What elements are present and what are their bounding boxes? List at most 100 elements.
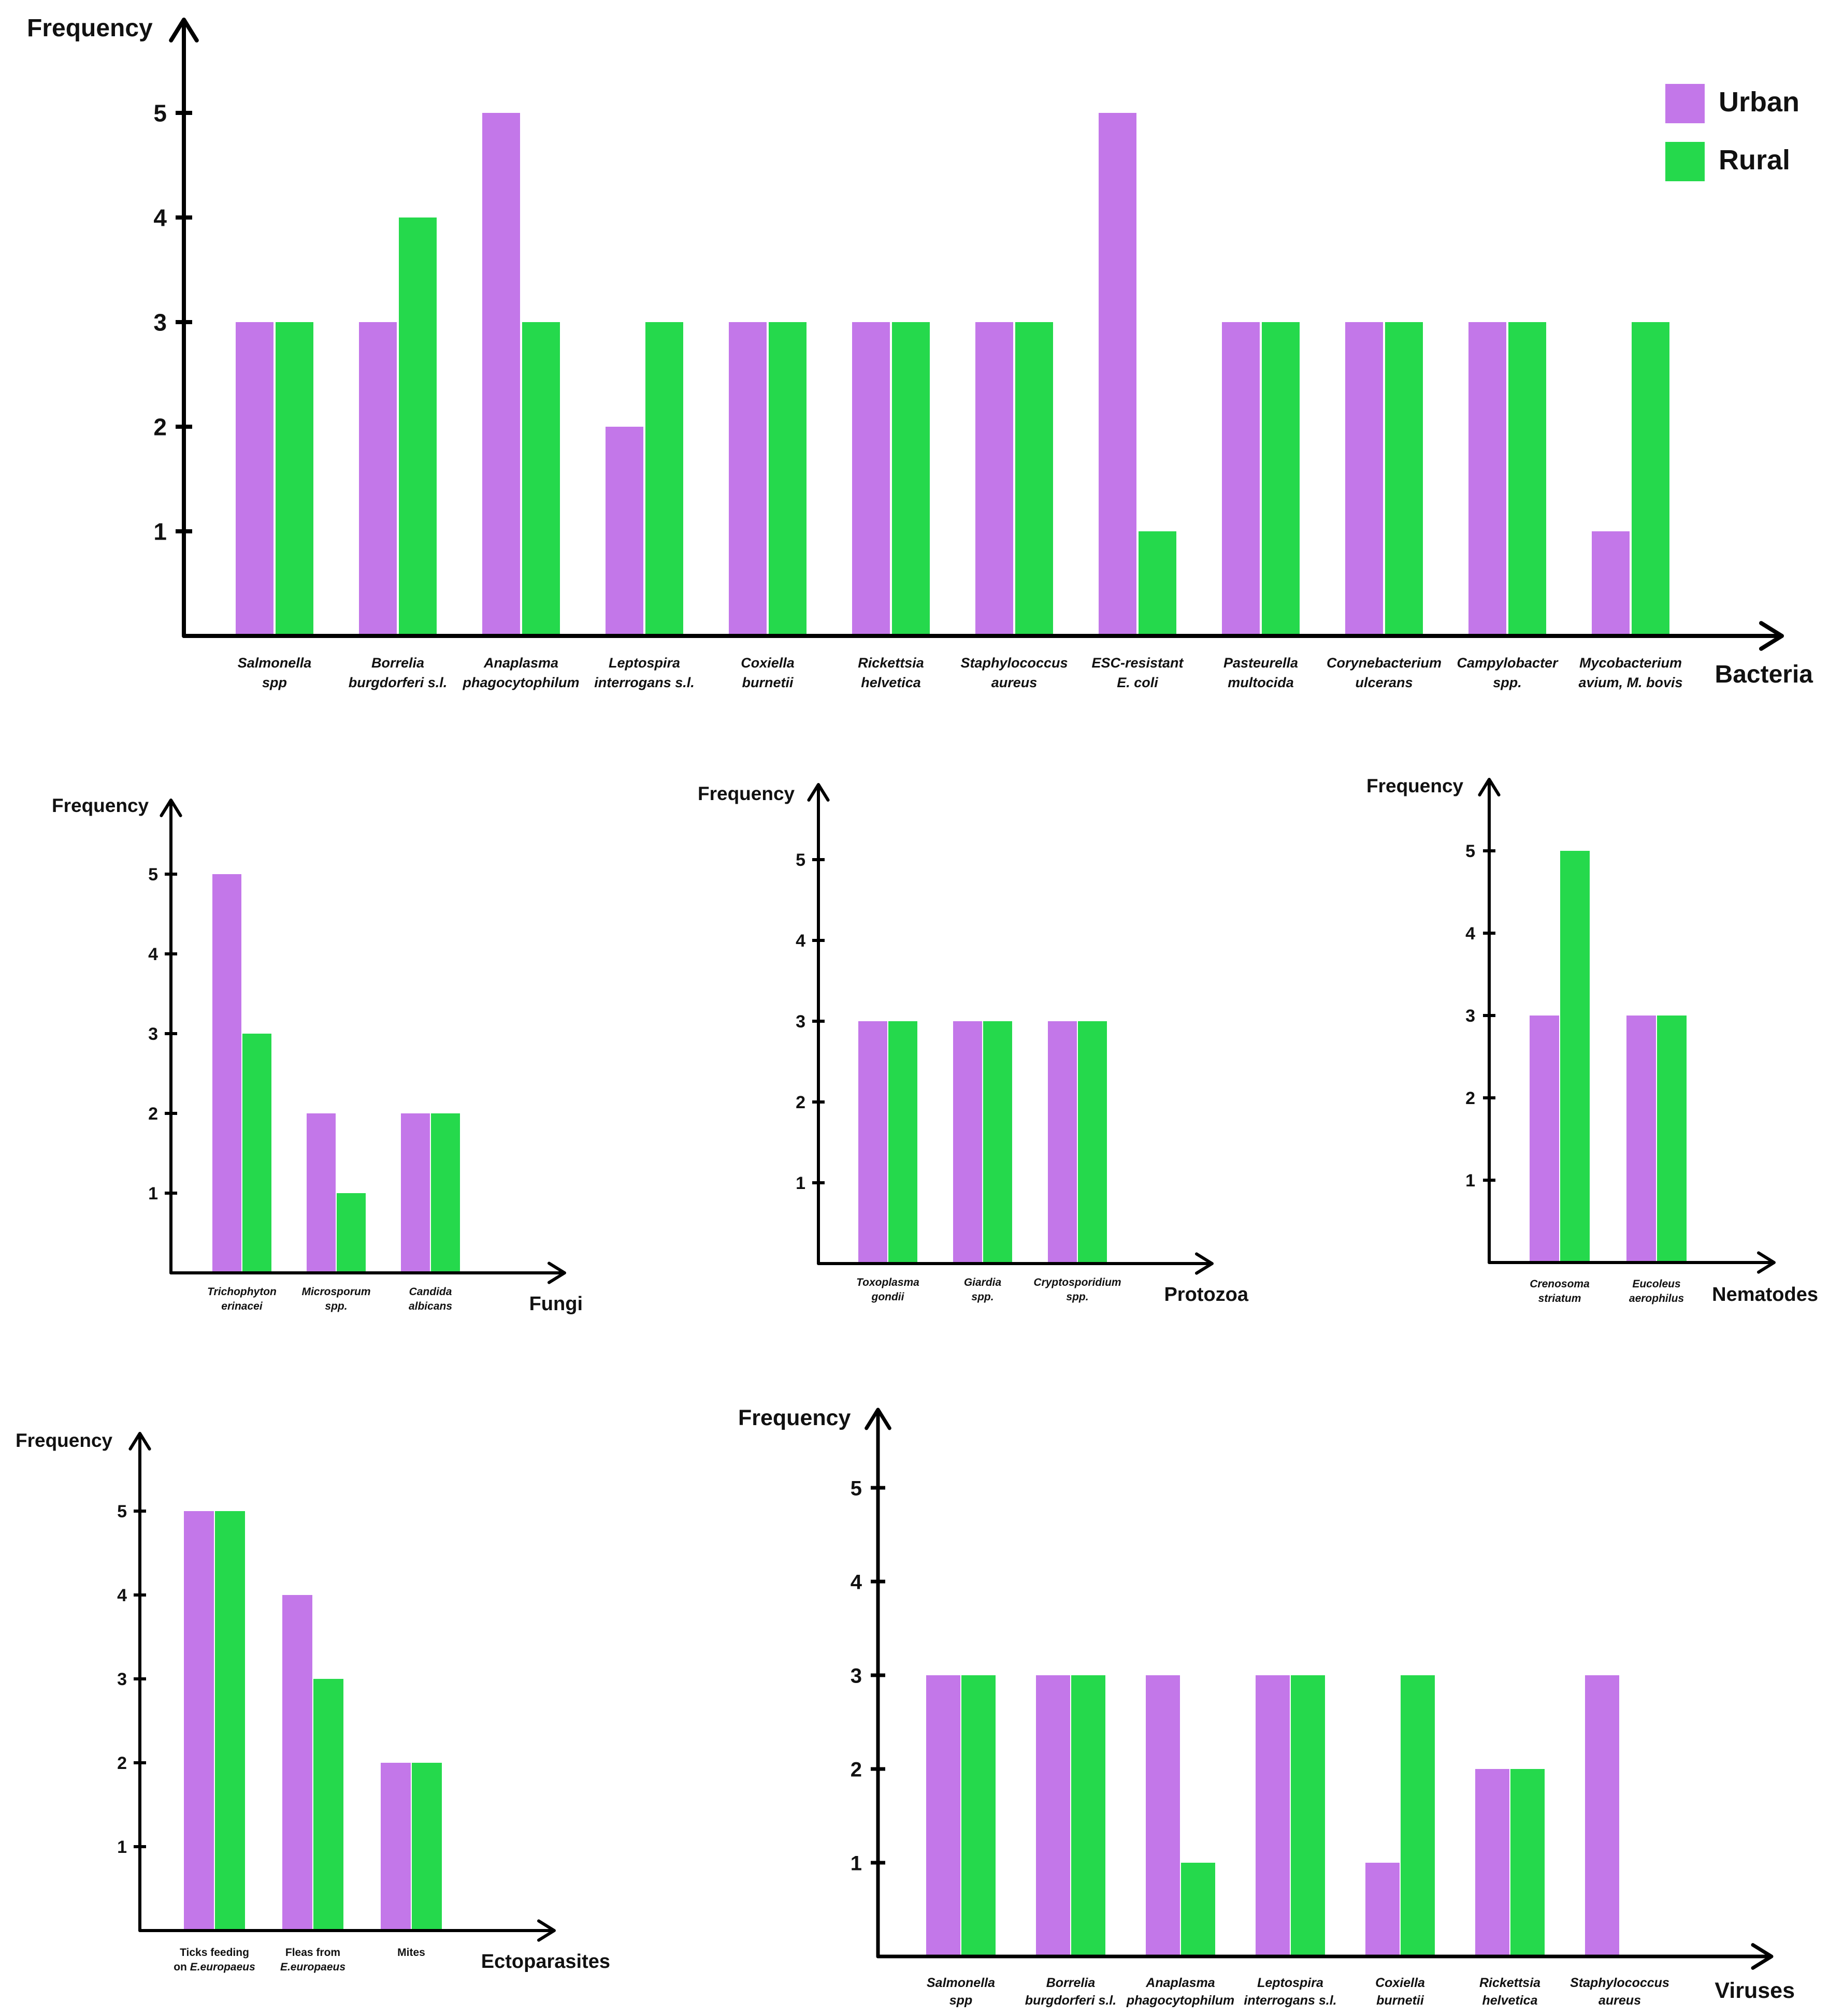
x-tick-label-bacteria-11: Mycobacterium avium, M. bovis <box>1578 655 1682 690</box>
y-tick-label-ectoparasites-4: 4 <box>117 1586 127 1605</box>
y-tick-label-fungi-5: 5 <box>148 865 158 884</box>
bar-viruses-rural-5 <box>1510 1769 1545 1956</box>
bar-bacteria-urban-5 <box>852 322 890 636</box>
bar-ectoparasites-rural-0 <box>215 1511 245 1931</box>
y-tick-label-nematodes-3: 3 <box>1465 1006 1475 1026</box>
y-tick-label-protozoa-1: 1 <box>796 1173 805 1193</box>
bar-bacteria-urban-7 <box>1099 113 1136 636</box>
bar-bacteria-rural-5 <box>892 322 930 636</box>
y-axis-title-bacteria: Frequency <box>27 14 153 42</box>
x-tick-label-bacteria-10: Campylobacter spp. <box>1457 655 1559 690</box>
x-axis-viruses <box>876 1943 1774 1970</box>
bar-bacteria-urban-6 <box>975 322 1013 636</box>
bar-bacteria-rural-1 <box>399 217 437 636</box>
x-tick-label-viruses-2: Anaplasma phagocytophilum <box>1126 1976 1234 2008</box>
chart-nematodes: 1 2 3 4 5 Crenosoma striatum Eucoleus aerophilus… <box>1366 775 1818 1306</box>
x-tick-label-fungi-1: Microsporum spp. <box>301 1286 370 1312</box>
x-axis-fungi <box>169 1261 566 1284</box>
bar-fungi-rural-0 <box>242 1034 271 1273</box>
y-tick-label-protozoa-3: 3 <box>796 1012 805 1032</box>
bar-ectoparasites-urban-1 <box>282 1595 312 1931</box>
x-tick-label-viruses-3: Leptospira interrogans s.l. <box>1244 1976 1336 2008</box>
bar-fungi-urban-0 <box>212 874 241 1273</box>
charts-layer: 1 2 3 4 5 Salmonella spp Borrelia burgdorferi s.… <box>16 14 1818 2008</box>
x-tick-label-bacteria-2: Anaplasma phagocytophilum <box>463 655 580 690</box>
y-axis-title-ectoparasites: Frequency <box>16 1430 113 1451</box>
y-axis-viruses <box>865 1408 891 1959</box>
bar-ectoparasites-rural-1 <box>313 1679 343 1931</box>
y-tick-label-fungi-1: 1 <box>148 1184 158 1203</box>
chart-protozoa: 1 2 3 4 5 Toxoplasma gondii Giardia spp. Cryptosp… <box>698 783 1249 1306</box>
bar-protozoa-rural-0 <box>888 1021 917 1264</box>
y-axis-title-nematodes: Frequency <box>1366 775 1464 796</box>
bar-protozoa-urban-2 <box>1048 1021 1077 1264</box>
x-tick-label-bacteria-8: Pasteurella multocida <box>1223 655 1298 690</box>
bar-fungi-urban-2 <box>401 1113 430 1273</box>
bar-bacteria-rural-7 <box>1139 531 1176 636</box>
legend: Urban Rural <box>1665 84 1799 181</box>
x-tick-label-fungi-2: Candida albicans <box>409 1286 452 1312</box>
y-tick-label-nematodes-5: 5 <box>1465 842 1475 861</box>
bar-nematodes-rural-0 <box>1560 851 1590 1263</box>
bar-bacteria-urban-10 <box>1468 322 1506 636</box>
bar-nematodes-rural-1 <box>1657 1016 1687 1263</box>
y-tick-label-ectoparasites-3: 3 <box>117 1670 127 1689</box>
bar-bacteria-rural-4 <box>769 322 807 636</box>
x-tick-label-nematodes-1: Eucoleus aerophilus <box>1629 1278 1684 1304</box>
bar-viruses-urban-1 <box>1036 1675 1070 1956</box>
bar-bacteria-urban-8 <box>1222 322 1260 636</box>
x-axis-protozoa <box>817 1252 1214 1275</box>
bar-viruses-rural-4 <box>1401 1675 1435 1956</box>
x-tick-label-protozoa-0: Toxoplasma gondii <box>856 1277 919 1303</box>
x-axis-title-ectoparasites: Ectoparasites <box>481 1951 610 1973</box>
y-tick-label-nematodes-4: 4 <box>1465 924 1475 944</box>
x-tick-label-viruses-4: Coxiella burnetii <box>1375 1976 1425 2008</box>
bar-viruses-rural-0 <box>961 1675 996 1956</box>
x-tick-label-bacteria-6: Staphylococcus aureus <box>960 655 1068 690</box>
y-tick-label-nematodes-2: 2 <box>1465 1089 1475 1108</box>
y-tick-label-protozoa-4: 4 <box>796 931 805 951</box>
y-tick-label-bacteria-2: 2 <box>153 414 167 441</box>
x-axis-title-bacteria: Bacteria <box>1715 661 1813 688</box>
bar-viruses-urban-5 <box>1475 1769 1509 1956</box>
x-tick-label-ectoparasites-2: Mites <box>397 1947 425 1959</box>
bar-bacteria-urban-1 <box>359 322 397 636</box>
x-tick-label-fungi-0: Trichophyton erinacei <box>207 1286 277 1312</box>
y-tick-label-fungi-2: 2 <box>148 1104 158 1124</box>
chart-ectoparasites: 1 2 3 4 5 Ticks feeding on E.europaeus Fleas fr… <box>16 1430 610 1973</box>
bar-ectoparasites-urban-2 <box>381 1763 411 1931</box>
x-tick-label-bacteria-3: Leptospira interrogans s.l. <box>594 655 695 690</box>
bar-fungi-rural-2 <box>431 1113 460 1273</box>
y-axis-title-protozoa: Frequency <box>698 783 795 804</box>
bar-viruses-rural-1 <box>1071 1675 1105 1956</box>
bar-nematodes-urban-0 <box>1530 1016 1559 1263</box>
x-tick-label-nematodes-0: Crenosoma striatum <box>1530 1278 1590 1304</box>
chart-bacteria: 1 2 3 4 5 Salmonella spp Borrelia burgdorferi s.… <box>27 14 1813 690</box>
x-axis-title-protozoa: Protozoa <box>1164 1284 1248 1306</box>
x-tick-label-bacteria-9: Corynebacterium ulcerans <box>1327 655 1442 690</box>
x-axis-ectoparasites <box>138 1919 556 1942</box>
x-tick-label-ectoparasites-1: Fleas from E.europaeus <box>280 1947 345 1973</box>
bar-viruses-urban-4 <box>1365 1863 1400 1956</box>
bar-bacteria-rural-10 <box>1508 322 1546 636</box>
y-tick-label-ectoparasites-1: 1 <box>117 1837 127 1857</box>
x-tick-label-ectoparasites-0: Ticks feeding on E.europaeus <box>174 1947 255 1973</box>
bar-bacteria-urban-2 <box>482 113 520 636</box>
x-tick-label-bacteria-7: ESC-resistant E. coli <box>1091 655 1184 690</box>
bar-viruses-rural-3 <box>1291 1675 1325 1956</box>
x-tick-label-protozoa-2: Cryptosporidium spp. <box>1033 1277 1121 1303</box>
bar-bacteria-urban-11 <box>1592 531 1630 636</box>
x-tick-label-bacteria-4: Coxiella burnetii <box>741 655 795 690</box>
bar-bacteria-rural-3 <box>645 322 683 636</box>
legend-swatch-urban <box>1665 84 1705 123</box>
bar-protozoa-urban-1 <box>953 1021 982 1264</box>
legend-label-rural: Rural <box>1719 144 1790 176</box>
x-axis-title-viruses: Viruses <box>1715 1978 1795 2003</box>
y-tick-label-bacteria-5: 5 <box>153 100 167 127</box>
bar-bacteria-urban-3 <box>606 427 643 636</box>
y-tick-label-viruses-5: 5 <box>851 1477 862 1500</box>
bar-ectoparasites-urban-0 <box>184 1511 214 1931</box>
y-tick-label-viruses-2: 2 <box>851 1758 862 1781</box>
